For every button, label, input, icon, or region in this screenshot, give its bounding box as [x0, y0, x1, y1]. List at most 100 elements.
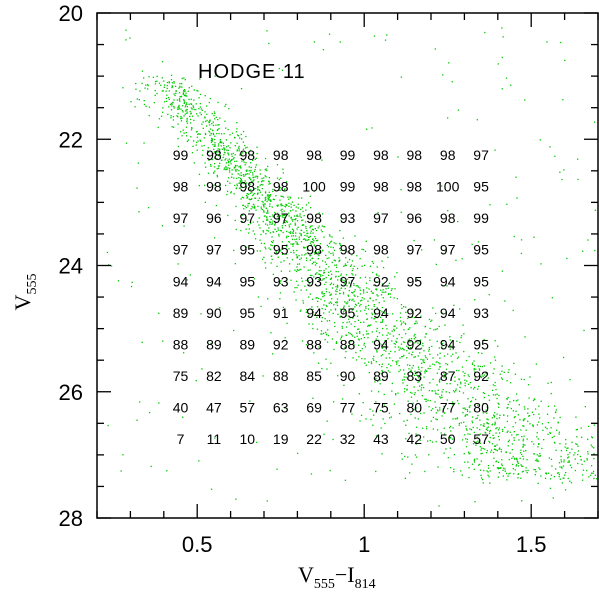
- data-point: [247, 203, 249, 205]
- data-point: [456, 369, 458, 372]
- data-point: [210, 164, 212, 166]
- data-point: [168, 106, 170, 108]
- data-point: [582, 469, 585, 471]
- data-point: [483, 469, 485, 472]
- data-point: [467, 461, 469, 463]
- data-point: [141, 70, 144, 72]
- data-point: [351, 299, 353, 301]
- data-point: [581, 479, 584, 481]
- data-point: [395, 394, 397, 396]
- data-point: [498, 439, 500, 441]
- data-point: [402, 356, 404, 358]
- data-point: [246, 146, 248, 148]
- data-point: [281, 211, 283, 213]
- data-point: [580, 459, 582, 461]
- data-point: [284, 337, 286, 339]
- data-point: [428, 346, 430, 349]
- data-point: [263, 205, 265, 207]
- data-point: [449, 383, 451, 385]
- data-point: [279, 280, 281, 282]
- data-point: [251, 191, 253, 193]
- data-point: [418, 380, 421, 382]
- data-point: [199, 133, 201, 135]
- data-point: [256, 177, 259, 179]
- data-point: [527, 469, 529, 472]
- data-point: [372, 358, 374, 360]
- data-point: [512, 426, 514, 428]
- data-point: [372, 300, 374, 302]
- data-point: [437, 389, 439, 391]
- data-point: [559, 416, 561, 419]
- data-point: [256, 193, 259, 195]
- data-point: [320, 330, 323, 332]
- data-point: [413, 393, 416, 396]
- data-point: [237, 173, 239, 175]
- completeness-value: 98: [306, 147, 322, 163]
- data-point: [181, 135, 183, 137]
- data-point: [256, 152, 258, 155]
- data-point: [400, 189, 402, 191]
- data-point: [522, 458, 525, 460]
- data-point: [493, 445, 496, 447]
- data-point: [399, 412, 401, 415]
- data-point: [412, 402, 414, 404]
- data-point: [371, 312, 373, 314]
- data-point: [447, 457, 449, 459]
- data-point: [236, 150, 238, 152]
- data-point: [410, 338, 413, 340]
- data-point: [453, 304, 455, 306]
- data-point: [277, 256, 279, 258]
- data-point: [218, 127, 220, 130]
- data-point: [384, 343, 386, 345]
- data-point: [261, 200, 263, 203]
- data-point: [229, 147, 231, 149]
- data-point: [405, 306, 407, 308]
- data-point: [181, 83, 183, 85]
- data-point: [278, 235, 280, 237]
- data-point: [514, 416, 516, 418]
- data-point: [577, 450, 580, 452]
- data-point: [501, 365, 503, 367]
- data-point: [523, 419, 525, 422]
- data-point: [183, 102, 185, 104]
- data-point: [211, 140, 213, 142]
- data-point: [329, 241, 332, 243]
- data-point: [592, 472, 594, 474]
- data-point: [201, 368, 203, 370]
- data-point: [339, 292, 341, 294]
- data-point: [370, 362, 373, 365]
- data-point: [182, 111, 184, 113]
- data-point: [522, 470, 524, 472]
- data-point: [359, 305, 361, 307]
- completeness-value: 19: [273, 431, 289, 447]
- data-point: [501, 88, 503, 90]
- data-point: [254, 238, 257, 240]
- data-point: [520, 477, 522, 479]
- data-point: [571, 441, 573, 443]
- data-point: [347, 301, 349, 303]
- data-point: [549, 432, 552, 434]
- data-point: [264, 199, 266, 201]
- data-point: [577, 453, 579, 456]
- data-point: [468, 406, 471, 409]
- data-point: [487, 418, 489, 421]
- data-point: [450, 467, 452, 469]
- data-point: [374, 313, 376, 316]
- data-point: [268, 247, 270, 249]
- data-point: [443, 340, 445, 342]
- data-point: [236, 134, 239, 136]
- data-point: [317, 239, 319, 241]
- data-point: [431, 345, 433, 348]
- data-point: [471, 422, 474, 424]
- data-point: [524, 336, 526, 338]
- data-point: [430, 420, 432, 422]
- data-point: [396, 341, 398, 343]
- data-point: [464, 385, 466, 387]
- data-point: [265, 223, 267, 225]
- data-point: [200, 114, 202, 116]
- data-point: [397, 360, 399, 362]
- data-point: [272, 188, 274, 191]
- data-point: [233, 249, 235, 252]
- data-point: [292, 235, 295, 237]
- data-point: [421, 249, 423, 251]
